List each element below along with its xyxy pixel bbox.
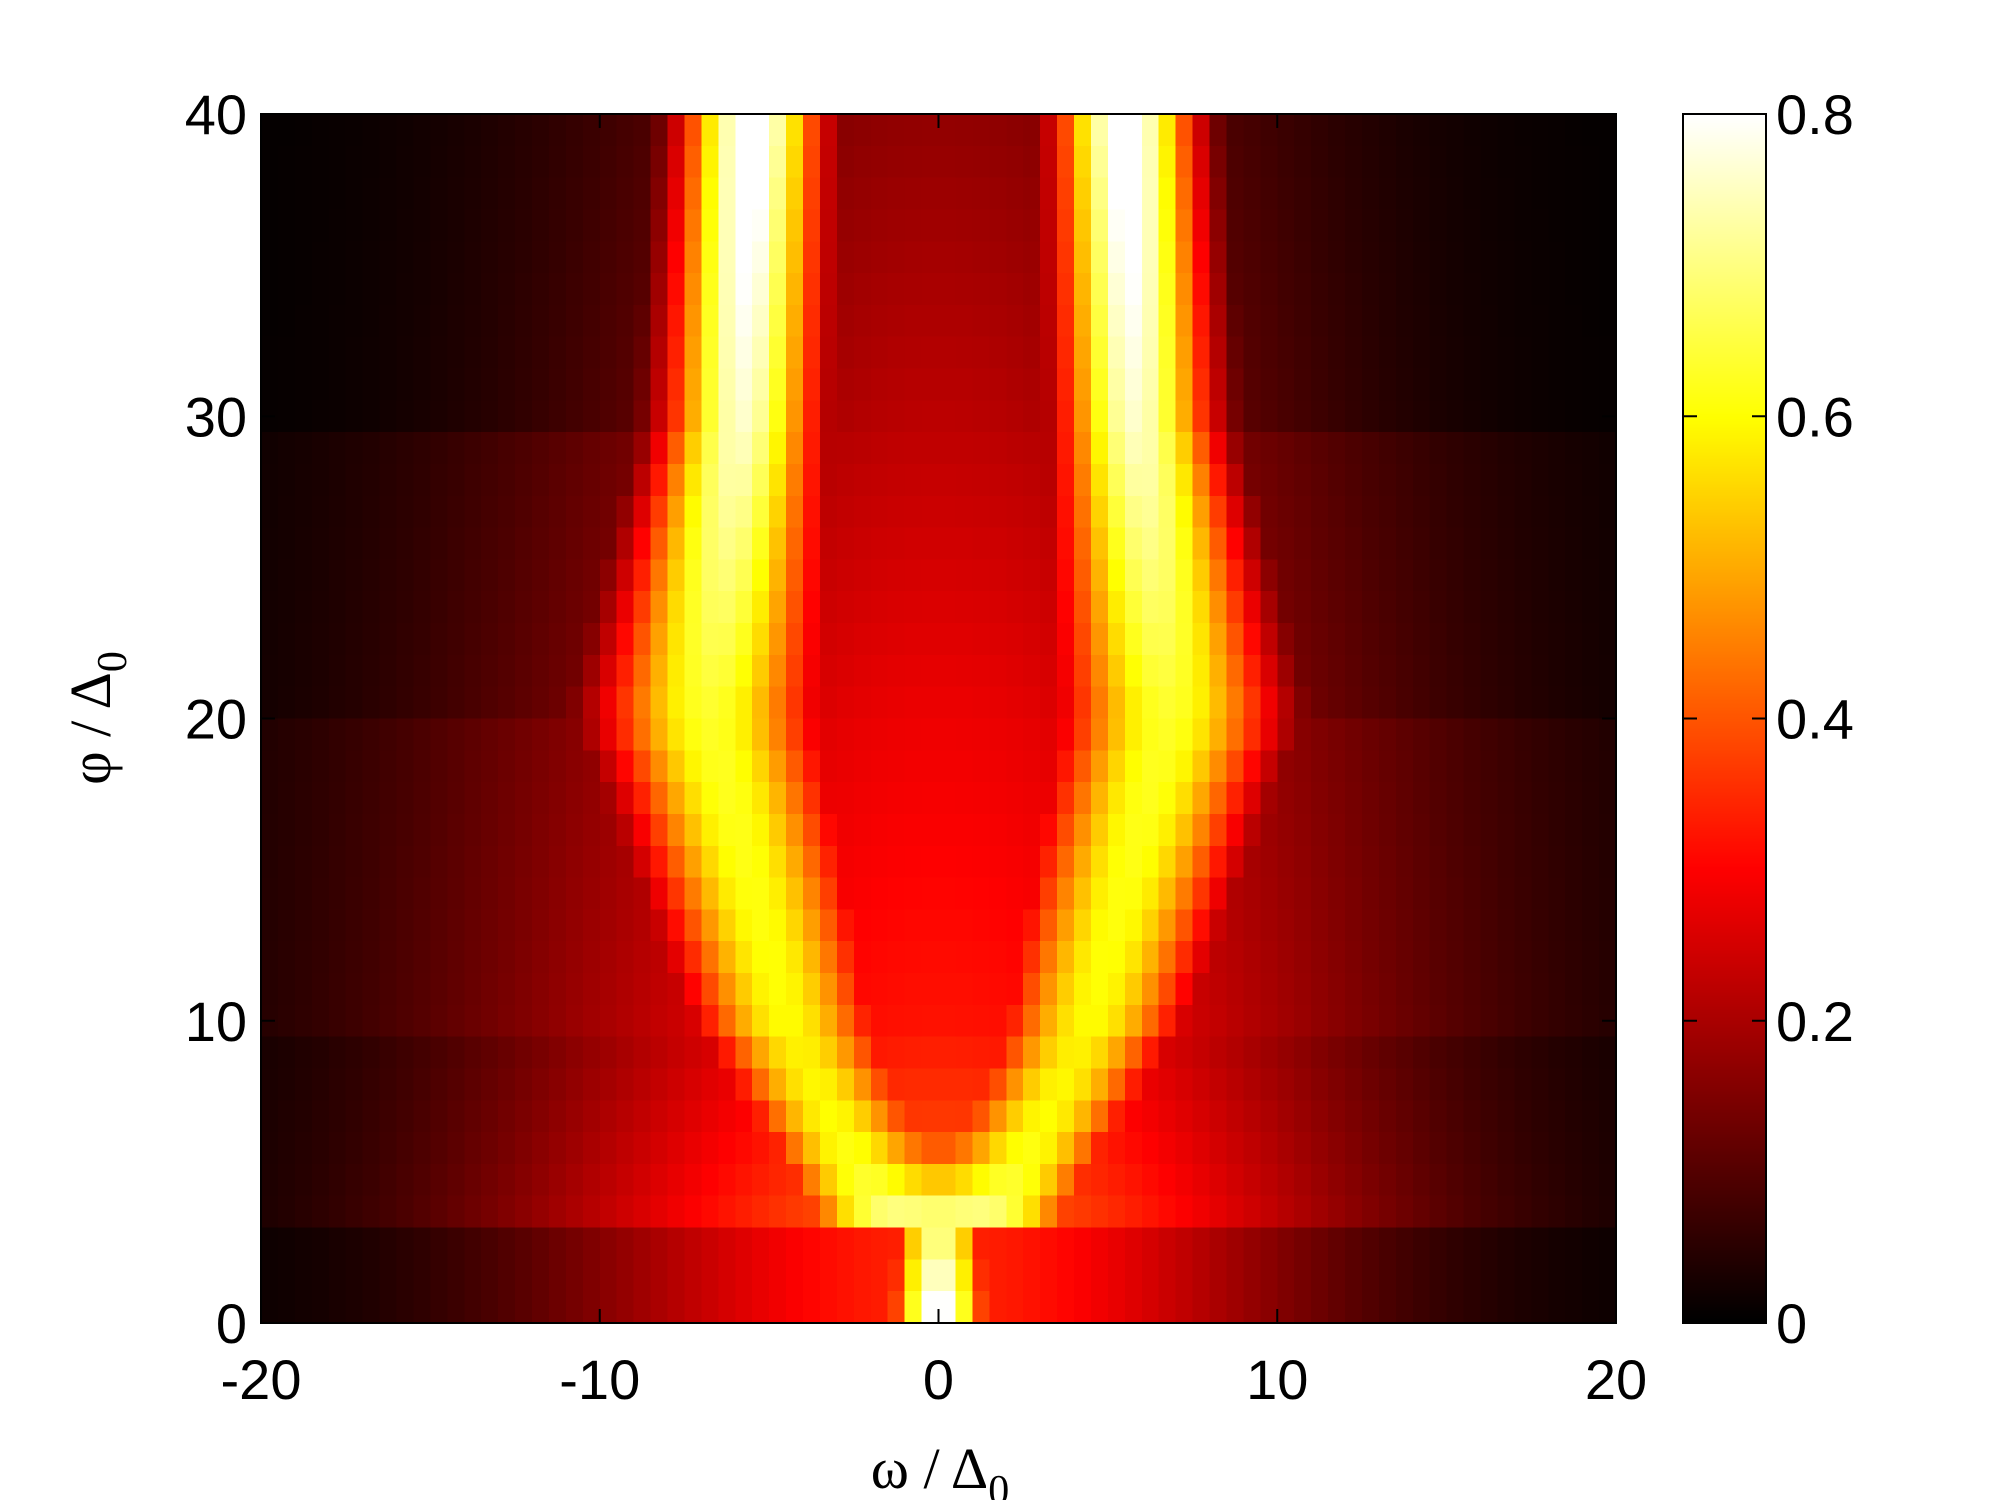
x-tick-label: 20	[1585, 1348, 1647, 1411]
plot-frame	[260, 113, 1617, 1324]
y-tick-label: 40	[185, 83, 247, 146]
y-tick-label: 0	[216, 1292, 247, 1355]
colorbar-tick-label: 0	[1776, 1292, 1807, 1355]
x-tick-label: 0	[923, 1348, 954, 1411]
x-tick-label: -20	[221, 1348, 302, 1411]
colorbar-ticks: 0 0.2 0.4 0.6 0.8	[1683, 83, 1854, 1355]
colorbar-tick-label: 0.4	[1776, 688, 1854, 751]
y-tick-label: 20	[185, 688, 247, 751]
x-ticks: -20 -10 0 10 20	[221, 114, 1647, 1411]
x-axis-label-main: ω / Δ	[871, 1436, 988, 1500]
x-axis-label: ω / Δ0	[871, 1436, 1009, 1500]
colorbar-tick-label: 0.2	[1776, 990, 1854, 1053]
y-axis-label: φ / Δ0	[58, 651, 136, 785]
heatmap-image	[261, 114, 1616, 1323]
colorbar-tick-label: 0.6	[1776, 385, 1854, 448]
y-tick-label: 10	[185, 990, 247, 1053]
x-axis-label-subscript: 0	[988, 1468, 1009, 1500]
y-ticks: 0 10 20 30 40	[185, 83, 1616, 1355]
x-tick-label: -10	[559, 1348, 640, 1411]
y-axis-label-subscript: 0	[90, 651, 136, 672]
y-tick-label: 30	[185, 385, 247, 448]
x-tick-label: 10	[1246, 1348, 1308, 1411]
y-axis-label-main: φ / Δ	[58, 672, 123, 785]
colorbar-tick-label: 0.8	[1776, 83, 1854, 146]
